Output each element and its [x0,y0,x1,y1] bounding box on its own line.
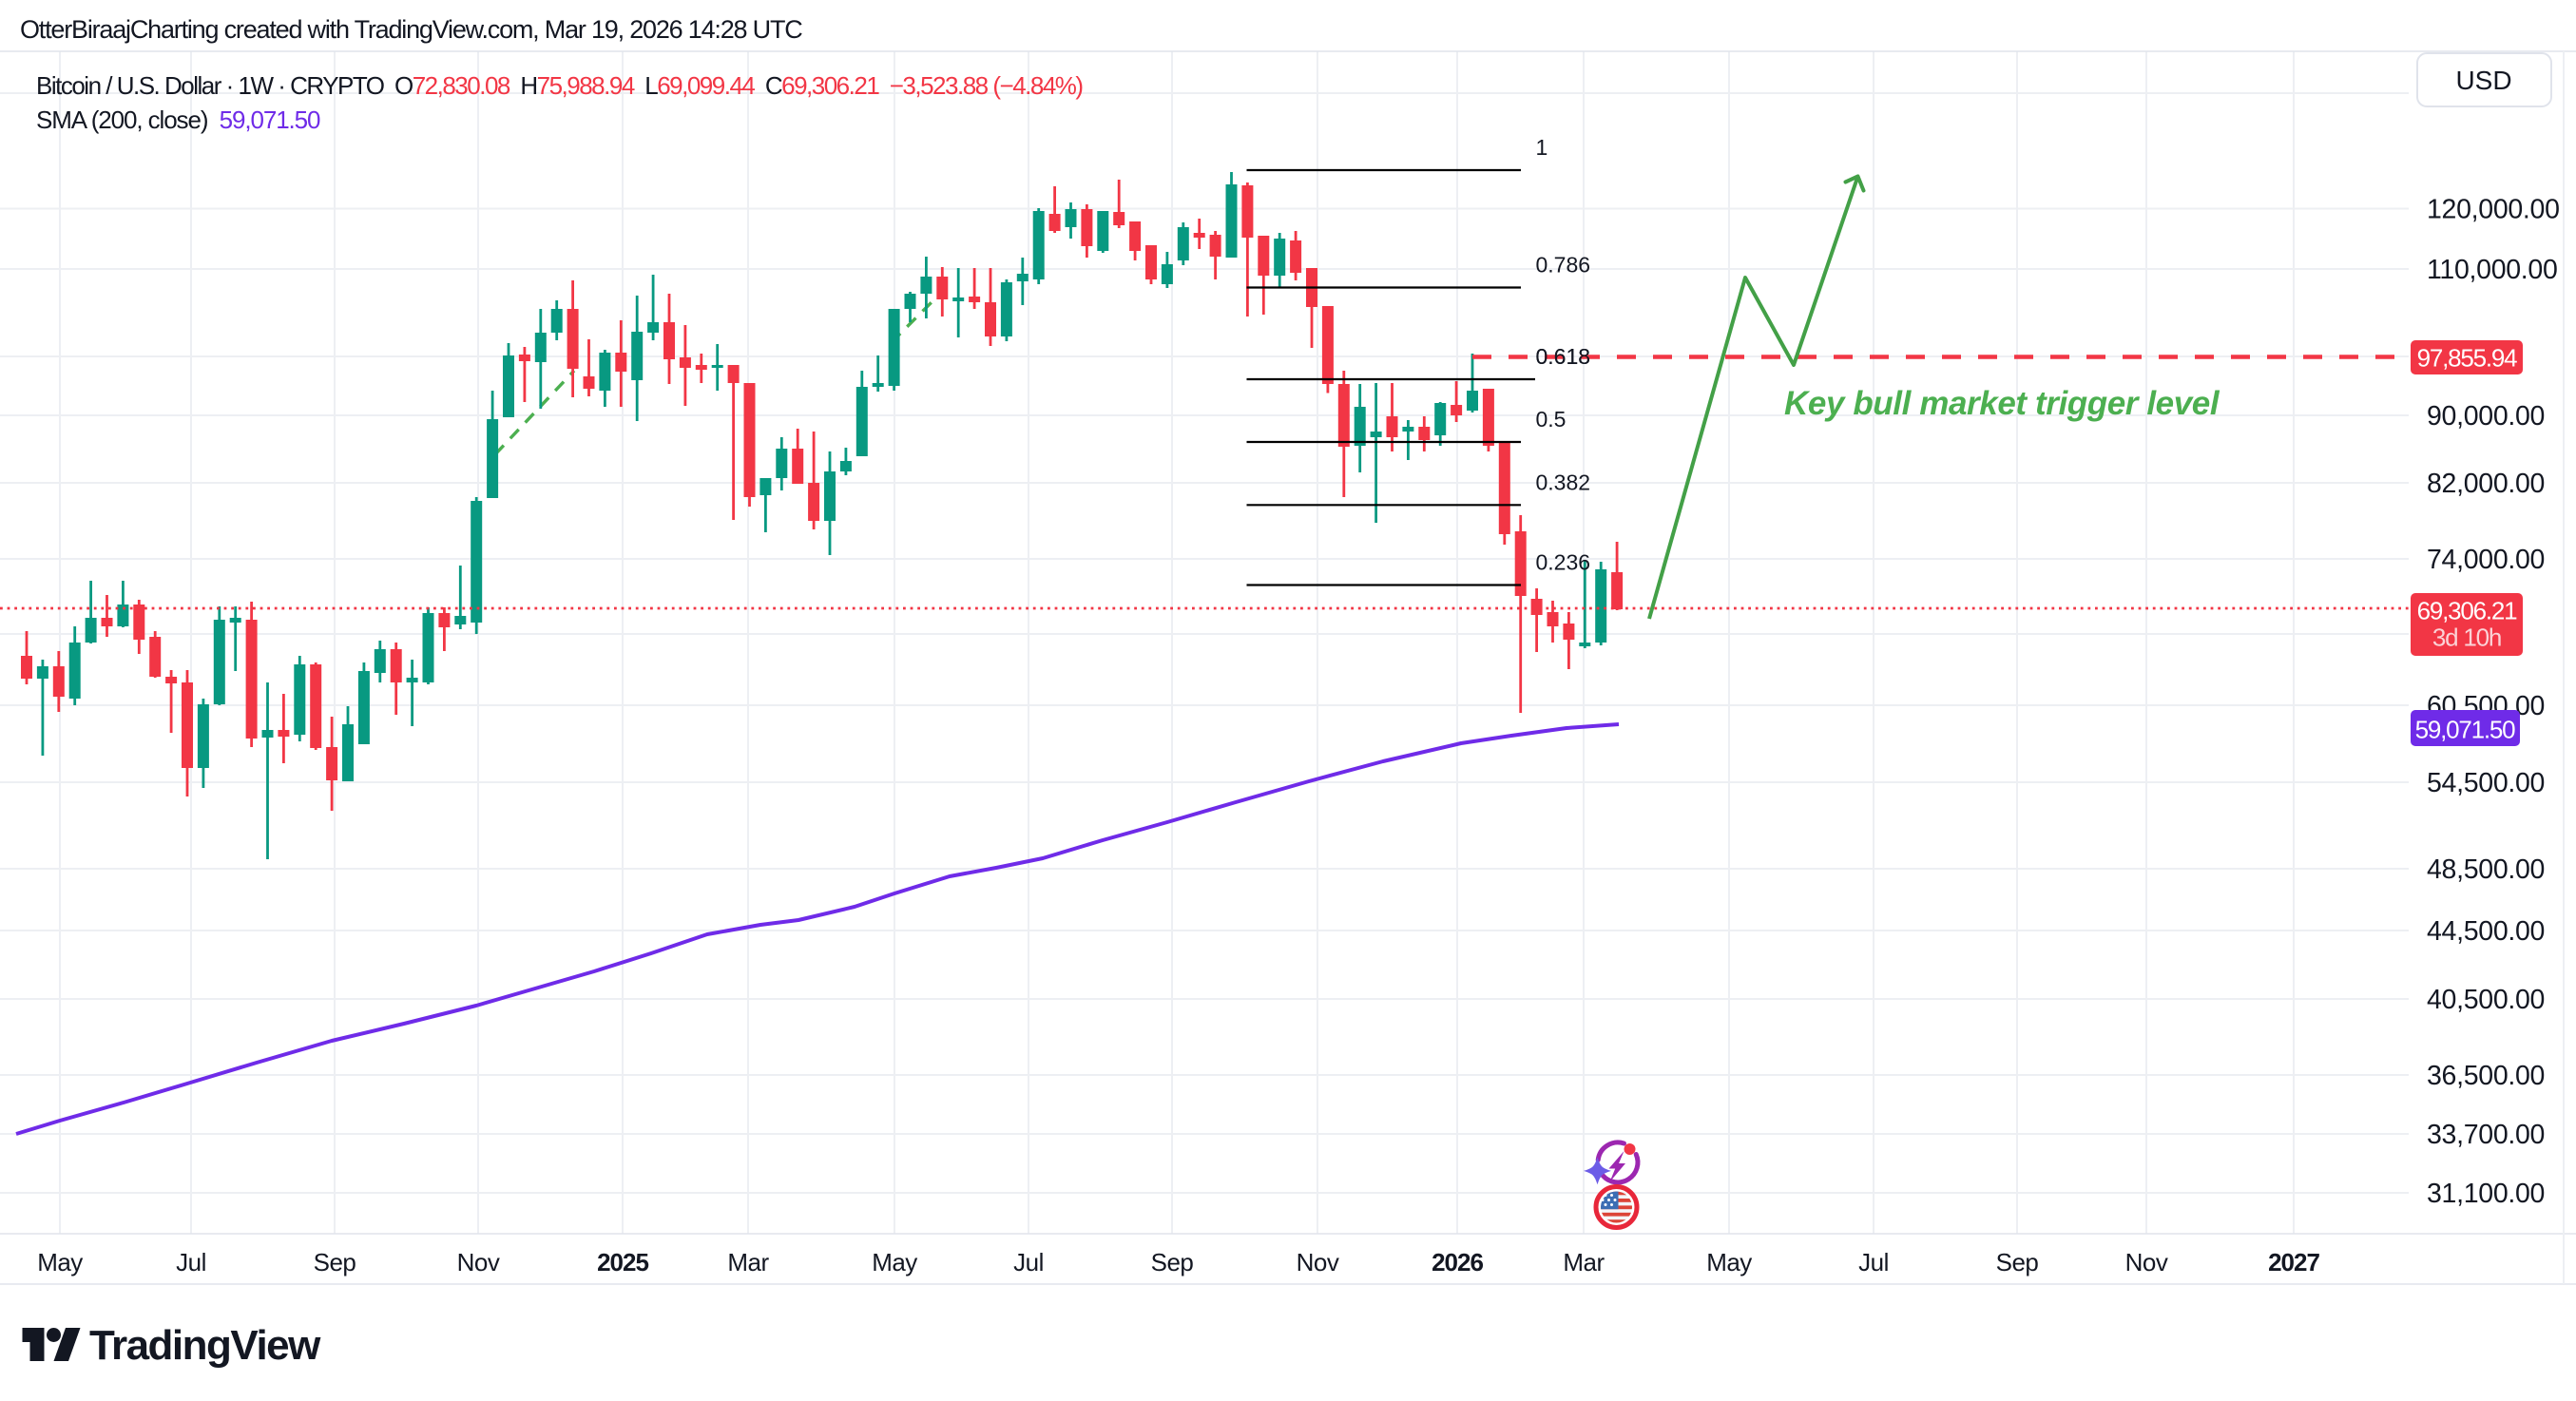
svg-text:40,500.00: 40,500.00 [2427,985,2545,1015]
svg-text:44,500.00: 44,500.00 [2427,916,2545,947]
svg-text:36,500.00: 36,500.00 [2427,1061,2545,1091]
svg-text:May: May [1706,1248,1752,1276]
svg-text:82,000.00: 82,000.00 [2427,469,2545,499]
svg-text:3d 10h: 3d 10h [2432,624,2501,652]
svg-text:69,306.21: 69,306.21 [2417,597,2518,625]
svg-text:SMA (200, close) 59,071.50: SMA (200, close) 59,071.50 [36,106,320,134]
svg-text:Mar: Mar [727,1248,769,1276]
svg-text:May: May [37,1248,83,1276]
svg-text:Bitcoin / U.S. Dollar · 1W · C: Bitcoin / U.S. Dollar · 1W · CRYPTO O72,… [36,71,1083,100]
svg-text:0.382: 0.382 [1536,470,1591,494]
svg-text:USD: USD [2455,66,2511,95]
svg-text:OtterBiraajCharting created wi: OtterBiraajCharting created with Trading… [20,15,802,44]
svg-text:Jul: Jul [1013,1248,1044,1276]
svg-text:59,071.50: 59,071.50 [2415,716,2516,744]
svg-text:TradingView: TradingView [89,1322,321,1369]
svg-text:0.618: 0.618 [1536,344,1591,369]
svg-text:1: 1 [1536,135,1548,160]
svg-text:54,500.00: 54,500.00 [2427,768,2545,798]
svg-text:74,000.00: 74,000.00 [2427,545,2545,575]
svg-text:Nov: Nov [457,1248,500,1276]
svg-text:2027: 2027 [2268,1248,2319,1276]
svg-text:90,000.00: 90,000.00 [2427,401,2545,432]
svg-text:31,100.00: 31,100.00 [2427,1179,2545,1209]
svg-text:2025: 2025 [597,1248,648,1276]
svg-text:Jul: Jul [176,1248,206,1276]
svg-text:Sep: Sep [314,1248,356,1276]
svg-text:May: May [872,1248,917,1276]
svg-text:0.786: 0.786 [1536,253,1591,278]
svg-text:110,000.00: 110,000.00 [2427,255,2558,285]
svg-text:2026: 2026 [1432,1248,1483,1276]
svg-text:97,855.94: 97,855.94 [2417,344,2518,373]
svg-text:Sep: Sep [1151,1248,1194,1276]
svg-text:Mar: Mar [1563,1248,1605,1276]
svg-text:Nov: Nov [1297,1248,1339,1276]
svg-text:Nov: Nov [2125,1248,2168,1276]
svg-text:Jul: Jul [1858,1248,1889,1276]
svg-text:Key bull market trigger level: Key bull market trigger level [1784,385,2220,422]
svg-text:0.5: 0.5 [1536,407,1567,432]
svg-text:33,700.00: 33,700.00 [2427,1120,2545,1150]
svg-text:0.236: 0.236 [1536,550,1591,575]
svg-text:Sep: Sep [1996,1248,2039,1276]
svg-text:120,000.00: 120,000.00 [2427,195,2560,225]
svg-text:48,500.00: 48,500.00 [2427,854,2545,885]
